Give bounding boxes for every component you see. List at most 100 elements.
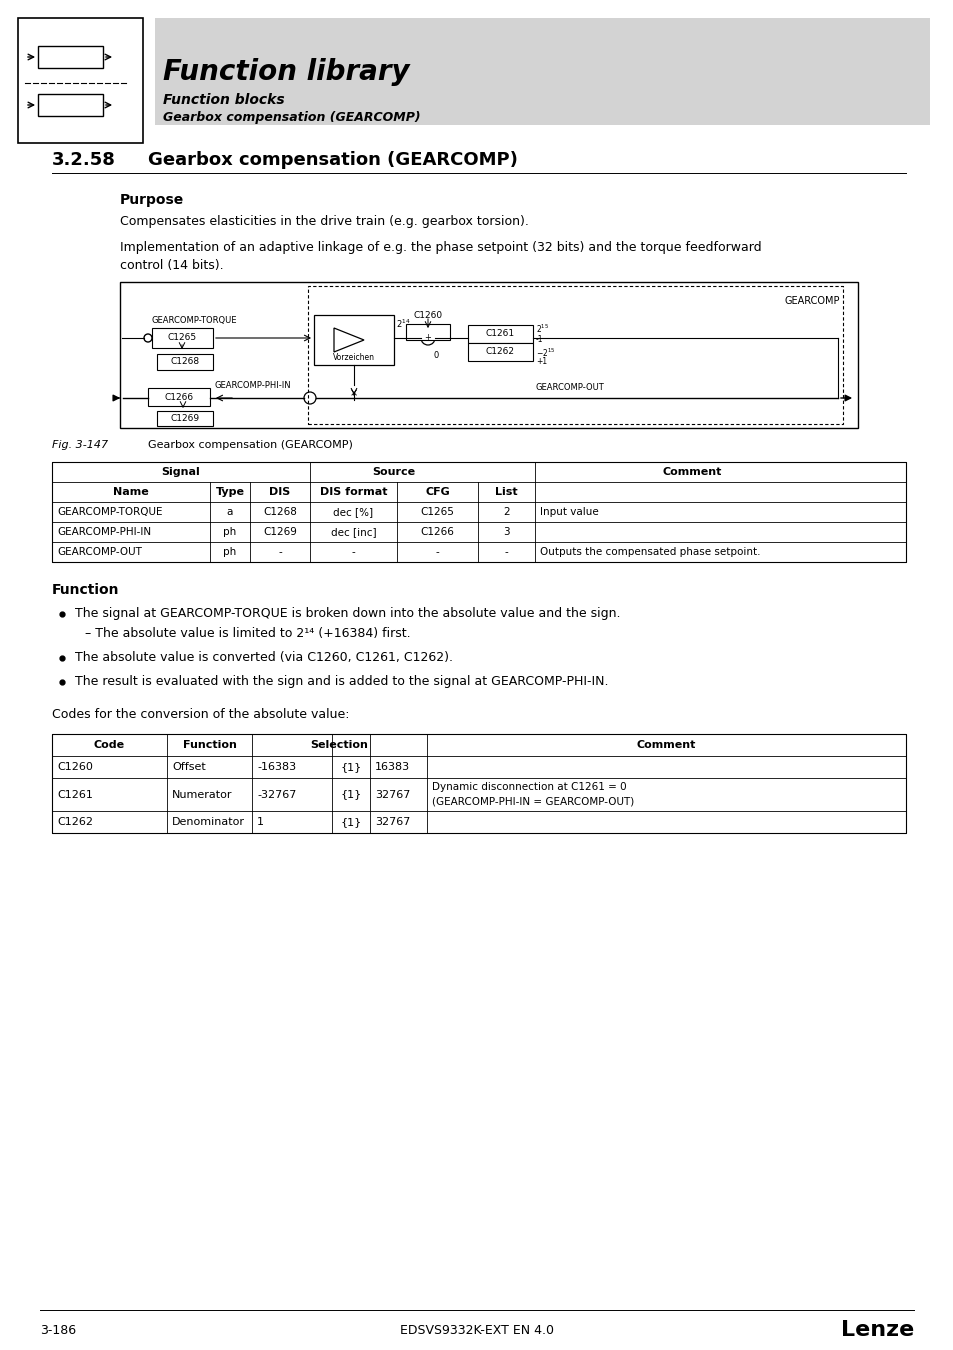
Text: -: - bbox=[352, 547, 355, 558]
Text: {1}: {1} bbox=[340, 790, 361, 799]
Bar bbox=[468, 325, 533, 343]
Text: Implementation of an adaptive linkage of e.g. the phase setpoint (32 bits) and t: Implementation of an adaptive linkage of… bbox=[120, 242, 760, 255]
Text: The result is evaluated with the sign and is added to the signal at GEARCOMP-PHI: The result is evaluated with the sign an… bbox=[75, 675, 608, 688]
Text: C1261: C1261 bbox=[57, 790, 92, 799]
Text: 0: 0 bbox=[434, 351, 438, 360]
Text: CFG: CFG bbox=[425, 487, 450, 497]
Text: Comment: Comment bbox=[637, 740, 696, 751]
Text: Signal: Signal bbox=[161, 467, 200, 477]
Text: C1268: C1268 bbox=[263, 508, 296, 517]
Text: Function: Function bbox=[52, 583, 119, 597]
Text: -: - bbox=[278, 547, 281, 558]
Bar bbox=[52, 734, 905, 833]
Text: Name: Name bbox=[113, 487, 149, 497]
Text: -1: -1 bbox=[536, 335, 543, 344]
Text: List: List bbox=[495, 487, 517, 497]
Bar bbox=[157, 410, 213, 427]
Text: $2^{15}$: $2^{15}$ bbox=[536, 323, 549, 335]
Text: GEARCOMP-TORQUE: GEARCOMP-TORQUE bbox=[152, 316, 237, 324]
Text: GEARCOMP-PHI-IN: GEARCOMP-PHI-IN bbox=[57, 526, 151, 537]
Text: Function: Function bbox=[182, 740, 236, 751]
Text: +: + bbox=[424, 333, 431, 343]
Bar bbox=[308, 286, 842, 424]
Bar bbox=[157, 354, 213, 370]
Text: -32767: -32767 bbox=[256, 790, 296, 799]
Text: Type: Type bbox=[215, 487, 244, 497]
Text: C1260: C1260 bbox=[57, 761, 92, 772]
Text: C1260: C1260 bbox=[413, 312, 442, 320]
Text: Compensates elasticities in the drive train (e.g. gearbox torsion).: Compensates elasticities in the drive tr… bbox=[120, 216, 528, 228]
Text: Input value: Input value bbox=[539, 508, 598, 517]
Text: Dynamic disconnection at C1261 = 0: Dynamic disconnection at C1261 = 0 bbox=[432, 783, 626, 792]
Text: C1266: C1266 bbox=[420, 526, 454, 537]
Text: -: - bbox=[436, 547, 439, 558]
Bar bbox=[148, 387, 210, 406]
Text: ×: × bbox=[350, 387, 357, 398]
Text: Denominator: Denominator bbox=[172, 817, 245, 828]
Bar bbox=[406, 324, 450, 340]
Text: DIS: DIS bbox=[269, 487, 291, 497]
Text: The signal at GEARCOMP-TORQUE is broken down into the absolute value and the sig: The signal at GEARCOMP-TORQUE is broken … bbox=[75, 608, 619, 621]
Text: C1268: C1268 bbox=[171, 358, 199, 366]
Text: Outputs the compensated phase setpoint.: Outputs the compensated phase setpoint. bbox=[539, 547, 760, 558]
Bar bbox=[38, 95, 103, 116]
Text: 16383: 16383 bbox=[375, 761, 410, 772]
Text: EDSVS9332K-EXT EN 4.0: EDSVS9332K-EXT EN 4.0 bbox=[399, 1323, 554, 1336]
Text: Comment: Comment bbox=[661, 467, 720, 477]
Text: {1}: {1} bbox=[340, 817, 361, 828]
Text: Function blocks: Function blocks bbox=[163, 93, 284, 107]
Text: -16383: -16383 bbox=[256, 761, 295, 772]
Text: Gearbox compensation (GEARCOMP): Gearbox compensation (GEARCOMP) bbox=[148, 151, 517, 169]
Text: DIS format: DIS format bbox=[319, 487, 387, 497]
Text: C1269: C1269 bbox=[263, 526, 296, 537]
Text: C1261: C1261 bbox=[485, 329, 515, 339]
Text: GEARCOMP-OUT: GEARCOMP-OUT bbox=[57, 547, 142, 558]
Text: C1265: C1265 bbox=[420, 508, 454, 517]
Bar bbox=[154, 18, 929, 126]
Text: C1262: C1262 bbox=[57, 817, 92, 828]
Text: Offset: Offset bbox=[172, 761, 206, 772]
Text: C1266: C1266 bbox=[164, 393, 193, 401]
Bar bbox=[18, 18, 143, 143]
Text: C1265: C1265 bbox=[168, 333, 197, 343]
Text: C1262: C1262 bbox=[485, 347, 515, 356]
Text: 1: 1 bbox=[256, 817, 264, 828]
Text: Gearbox compensation (GEARCOMP): Gearbox compensation (GEARCOMP) bbox=[163, 112, 420, 124]
Text: 3.2.58: 3.2.58 bbox=[52, 151, 115, 169]
Text: Vorzeichen: Vorzeichen bbox=[333, 352, 375, 362]
Bar bbox=[52, 462, 905, 562]
Text: GEARCOMP: GEARCOMP bbox=[783, 296, 840, 306]
Bar bbox=[314, 315, 394, 364]
Text: Code: Code bbox=[93, 740, 125, 751]
Text: ph: ph bbox=[223, 547, 236, 558]
Text: Fig. 3-147: Fig. 3-147 bbox=[52, 440, 108, 450]
Text: a: a bbox=[227, 508, 233, 517]
Text: Function library: Function library bbox=[163, 58, 409, 86]
Text: Gearbox compensation (GEARCOMP): Gearbox compensation (GEARCOMP) bbox=[148, 440, 353, 450]
Text: Source: Source bbox=[372, 467, 416, 477]
Text: The absolute value is converted (via C1260, C1261, C1262).: The absolute value is converted (via C12… bbox=[75, 652, 453, 664]
Text: Codes for the conversion of the absolute value:: Codes for the conversion of the absolute… bbox=[52, 707, 349, 721]
Text: +1: +1 bbox=[536, 356, 547, 366]
Text: (GEARCOMP-PHI-IN = GEARCOMP-OUT): (GEARCOMP-PHI-IN = GEARCOMP-OUT) bbox=[432, 796, 634, 806]
Bar bbox=[38, 46, 103, 68]
Bar bbox=[152, 328, 213, 348]
Text: ph: ph bbox=[223, 526, 236, 537]
Bar bbox=[120, 282, 857, 428]
Text: -: - bbox=[504, 547, 508, 558]
Text: C1269: C1269 bbox=[171, 414, 199, 423]
Text: GEARCOMP-TORQUE: GEARCOMP-TORQUE bbox=[57, 508, 162, 517]
Text: – The absolute value is limited to 2¹⁴ (+16384) first.: – The absolute value is limited to 2¹⁴ (… bbox=[85, 628, 410, 640]
Text: Selection: Selection bbox=[311, 740, 368, 751]
Text: Numerator: Numerator bbox=[172, 790, 233, 799]
Text: 2: 2 bbox=[502, 508, 509, 517]
Text: {1}: {1} bbox=[340, 761, 361, 772]
Text: $2^{14}$: $2^{14}$ bbox=[395, 319, 410, 331]
Bar bbox=[468, 343, 533, 360]
Text: dec [%]: dec [%] bbox=[334, 508, 374, 517]
Text: Purpose: Purpose bbox=[120, 193, 184, 207]
Text: GEARCOMP-PHI-IN: GEARCOMP-PHI-IN bbox=[214, 382, 292, 390]
Text: $-2^{15}$: $-2^{15}$ bbox=[536, 347, 555, 359]
Text: 32767: 32767 bbox=[375, 790, 410, 799]
Text: 3: 3 bbox=[502, 526, 509, 537]
